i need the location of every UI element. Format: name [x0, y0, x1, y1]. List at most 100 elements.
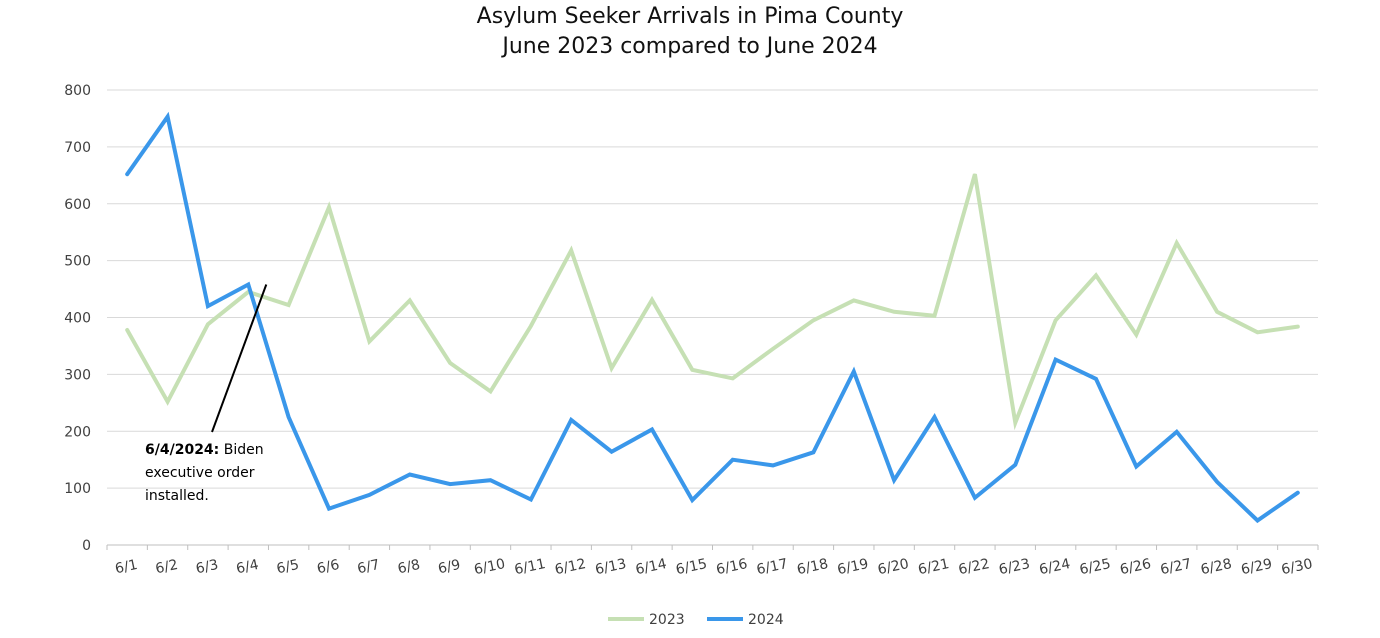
data-point-2023: [691, 369, 694, 371]
x-tick-label: 6/25: [1078, 556, 1112, 578]
y-tick-label: 100: [64, 481, 91, 497]
data-point-2023: [731, 377, 734, 380]
data-point-2024: [1297, 491, 1299, 494]
annotation-rest: Biden: [219, 442, 263, 458]
data-point-2024: [207, 305, 209, 307]
data-point-2023: [1054, 319, 1057, 322]
data-point-2024: [691, 499, 694, 501]
data-point-2023: [1135, 333, 1138, 336]
data-point-2023: [287, 304, 290, 306]
data-point-2024: [1054, 358, 1057, 361]
x-tick-label: 6/8: [396, 557, 421, 577]
y-tick-label: 600: [64, 197, 91, 213]
x-tick-label: 6/9: [437, 557, 462, 577]
x-tick-label: 6/17: [755, 556, 789, 578]
data-point-2023: [126, 329, 128, 331]
data-point-2023: [1175, 242, 1178, 244]
x-tick-label: 6/10: [473, 556, 507, 578]
data-point-2024: [287, 416, 290, 418]
data-point-2023: [812, 319, 815, 322]
data-point-2024: [1175, 431, 1178, 433]
data-point-2024: [530, 498, 532, 501]
y-tick-label: 700: [64, 140, 91, 156]
gridlines: [107, 89, 1318, 546]
x-tick-label: 6/20: [876, 556, 910, 578]
x-tick-label: 6/29: [1240, 556, 1274, 578]
y-tick-label: 400: [64, 311, 91, 327]
annotation-text-line1: 6/4/2024: Biden: [145, 442, 264, 458]
data-point-2024: [570, 419, 573, 421]
data-point-2023: [610, 367, 613, 369]
data-point-2024: [328, 507, 330, 510]
series-line-2023: [125, 173, 1300, 431]
data-point-2024: [247, 283, 250, 286]
x-tick-label: 6/2: [154, 557, 179, 577]
x-tick-label: 6/16: [715, 556, 749, 578]
data-point-2024: [933, 416, 936, 418]
x-tick-label: 6/12: [553, 556, 587, 578]
x-tick-label: 6/18: [796, 556, 830, 578]
y-tick-label: 500: [64, 254, 91, 270]
data-point-2023: [570, 249, 573, 252]
data-point-2023: [207, 323, 209, 326]
x-tick-label: 6/7: [356, 557, 381, 577]
data-point-2024: [1216, 481, 1218, 483]
series-line-2024: [125, 111, 1300, 524]
data-point-2023: [1095, 274, 1097, 277]
annotation: 6/4/2024: Biden executive order installe…: [145, 284, 268, 504]
data-point-2023: [408, 299, 411, 302]
data-point-2023: [893, 311, 895, 313]
data-point-2024: [1135, 465, 1138, 468]
data-point-2024: [126, 173, 128, 175]
data-point-2024: [1095, 378, 1097, 380]
data-point-2023: [1297, 325, 1299, 328]
chart-subtitle: June 2023 compared to June 2024: [502, 34, 878, 59]
x-tick-label: 6/28: [1199, 556, 1233, 578]
data-point-2023: [166, 400, 169, 403]
data-point-2023: [449, 362, 451, 364]
legend-label-2023: 2023: [649, 612, 685, 628]
x-tick-label: 6/14: [634, 556, 668, 578]
data-point-2024: [893, 479, 895, 481]
data-point-2023: [368, 340, 371, 343]
x-tick-label: 6/11: [513, 556, 547, 578]
annotation-text-line3: installed.: [145, 488, 209, 504]
x-tick-label: 6/30: [1280, 556, 1314, 578]
data-point-2024: [166, 115, 169, 118]
data-point-2024: [974, 496, 976, 499]
x-tick-label: 6/1: [114, 557, 139, 577]
x-tick-label: 6/24: [1038, 556, 1072, 578]
data-point-2023: [1216, 311, 1218, 313]
x-tick-label: 6/19: [836, 556, 870, 578]
x-tick-label: 6/4: [235, 557, 260, 577]
x-tick-label: 6/3: [194, 557, 219, 577]
legend-label-2024: 2024: [748, 612, 784, 628]
data-point-2024: [1014, 464, 1017, 466]
data-point-2023: [651, 299, 653, 301]
data-point-2024: [449, 483, 451, 485]
data-point-2024: [408, 473, 411, 476]
data-point-2023: [772, 347, 774, 350]
data-point-2024: [610, 450, 613, 453]
data-point-2023: [328, 206, 330, 208]
x-tick-label: 6/26: [1118, 556, 1152, 578]
y-tick-label: 300: [64, 367, 91, 383]
annotation-pointer: [211, 284, 268, 433]
x-tick-label: 6/23: [997, 556, 1031, 578]
data-point-2024: [852, 370, 855, 373]
data-point-2023: [530, 325, 532, 327]
x-tick-label: 6/21: [917, 556, 951, 578]
x-tick-label: 6/13: [594, 556, 628, 578]
axes: 0 100 200 300 400 500 600 700 800 6/1 6/2 6/3 6/4 6/5…: [64, 83, 1319, 578]
data-point-2024: [489, 479, 492, 481]
x-tick-label: 6/27: [1159, 556, 1193, 578]
data-point-2024: [1256, 519, 1259, 522]
annotation-text-line2: executive order: [145, 465, 255, 481]
y-tick-label: 0: [82, 538, 91, 554]
data-point-2024: [812, 451, 815, 454]
y-tick-label: 800: [64, 83, 91, 99]
data-point-2024: [731, 458, 734, 461]
x-tick-label: 6/15: [674, 556, 708, 578]
